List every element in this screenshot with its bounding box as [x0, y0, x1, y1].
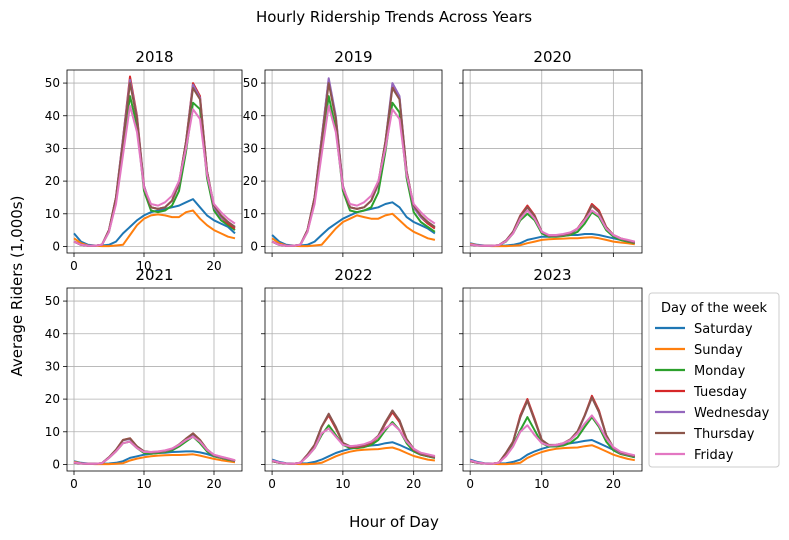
y-tick-label: 40	[45, 327, 60, 341]
legend-label: Monday	[694, 364, 746, 379]
legend-label: Friday	[694, 448, 734, 463]
series-line-sunday	[469, 444, 635, 466]
series-line-monday	[73, 95, 236, 247]
x-tick-label: 10	[136, 259, 151, 273]
subplot-title: 2021	[135, 266, 173, 284]
y-tick-label: 0	[52, 457, 60, 471]
legend-item-wednesday: Wednesday	[655, 406, 770, 421]
y-tick-label: 50	[45, 294, 60, 308]
series-line-friday	[73, 104, 236, 247]
subplot-title: 2019	[334, 48, 372, 66]
legend-item-tuesday: Tuesday	[655, 385, 747, 400]
series-line-wednesday	[73, 433, 236, 465]
series-line-thursday	[271, 82, 436, 247]
axes-frame	[462, 287, 643, 472]
axes-frame	[264, 69, 443, 254]
series-line-sunday	[271, 212, 436, 248]
axes-frame	[264, 287, 443, 472]
legend-label: Wednesday	[694, 406, 770, 421]
series-line-thursday	[271, 409, 436, 465]
y-tick-label: 0	[250, 239, 258, 253]
series-line-tuesday	[73, 432, 236, 465]
series-line-friday	[73, 435, 236, 465]
y-tick-label: 20	[243, 174, 258, 188]
series-line-monday	[73, 435, 236, 465]
x-tick-label: 10	[136, 477, 151, 491]
y-tick-label: 10	[45, 425, 60, 439]
y-tick-label: 40	[45, 109, 60, 123]
y-tick-label: 10	[243, 207, 258, 221]
x-tick-label: 0	[70, 477, 78, 491]
series-line-tuesday	[73, 75, 236, 247]
series-line-sunday	[271, 446, 436, 466]
subplot-title: 2018	[135, 48, 173, 66]
legend-label: Thursday	[693, 427, 755, 442]
x-tick-label: 10	[534, 477, 549, 491]
y-tick-label: 50	[243, 76, 258, 90]
series-line-wednesday	[73, 78, 236, 247]
axes-frame	[66, 287, 243, 472]
legend-item-friday: Friday	[655, 448, 734, 463]
series-line-thursday	[73, 82, 236, 247]
subplot-2021: 0 10 20 0 10 20 30 40 50 2021	[45, 266, 243, 491]
y-tick-label: 10	[45, 207, 60, 221]
subplot-2018: 0 10 20 0 10 20 30 40 50 2018	[45, 48, 243, 273]
y-axis-label: Average Riders (1,000s)	[8, 196, 26, 377]
y-tick-label: 50	[45, 76, 60, 90]
legend-label: Tuesday	[693, 385, 747, 400]
series-line-tuesday	[271, 411, 436, 465]
x-tick-label: 10	[335, 477, 350, 491]
axes-frame	[462, 69, 643, 254]
x-tick-label: 20	[206, 259, 221, 273]
y-tick-label: 30	[45, 141, 60, 155]
legend-item-saturday: Saturday	[655, 322, 753, 337]
y-tick-label: 20	[45, 174, 60, 188]
y-tick-label: 40	[243, 109, 258, 123]
legend-label: Saturday	[694, 322, 753, 337]
figure-title: Hourly Ridership Trends Across Years	[256, 8, 532, 26]
subplot-2020: 2020	[459, 48, 643, 257]
subplot-title: 2022	[334, 266, 372, 284]
axes-frame	[66, 69, 243, 254]
subplot-title: 2023	[533, 266, 571, 284]
x-axis-label: Hour of Day	[349, 513, 439, 531]
x-tick-label: 20	[406, 477, 421, 491]
y-tick-label: 30	[243, 141, 258, 155]
legend-label: Sunday	[694, 343, 743, 358]
series-line-sunday	[73, 209, 236, 248]
x-tick-label: 20	[606, 477, 621, 491]
series-line-friday	[469, 414, 636, 465]
y-tick-label: 30	[45, 359, 60, 373]
series-line-monday	[271, 95, 436, 247]
legend: Day of the week Saturday Sunday Monday Tues…	[648, 292, 780, 468]
x-tick-label: 20	[206, 477, 221, 491]
legend-item-thursday: Thursday	[655, 427, 755, 442]
subplot-2023: 0 10 20 2023	[459, 266, 643, 491]
series-line-thursday	[73, 432, 236, 465]
subplot-2019: 0 10 20 30 40 50 2019	[243, 48, 443, 257]
legend-item-monday: Monday	[655, 364, 746, 379]
x-tick-label: 0	[70, 259, 78, 273]
series-line-friday	[271, 422, 436, 465]
legend-title: Day of the week	[661, 301, 768, 316]
series-line-saturday	[73, 198, 236, 247]
series-line-wednesday	[271, 409, 436, 465]
legend-item-sunday: Sunday	[655, 343, 743, 358]
y-tick-label: 20	[45, 392, 60, 406]
x-tick-label: 0	[268, 477, 276, 491]
legend-frame	[648, 292, 780, 468]
series-line-friday	[271, 104, 436, 247]
x-tick-label: 0	[466, 477, 474, 491]
subplot-title: 2020	[533, 48, 571, 66]
y-tick-label: 0	[52, 239, 60, 253]
series-line-friday	[470, 209, 636, 247]
legend-items: Saturday Sunday Monday Tuesday Wednesday Thur…	[655, 322, 770, 463]
subplot-2022: 0 10 20 2022	[261, 266, 443, 491]
